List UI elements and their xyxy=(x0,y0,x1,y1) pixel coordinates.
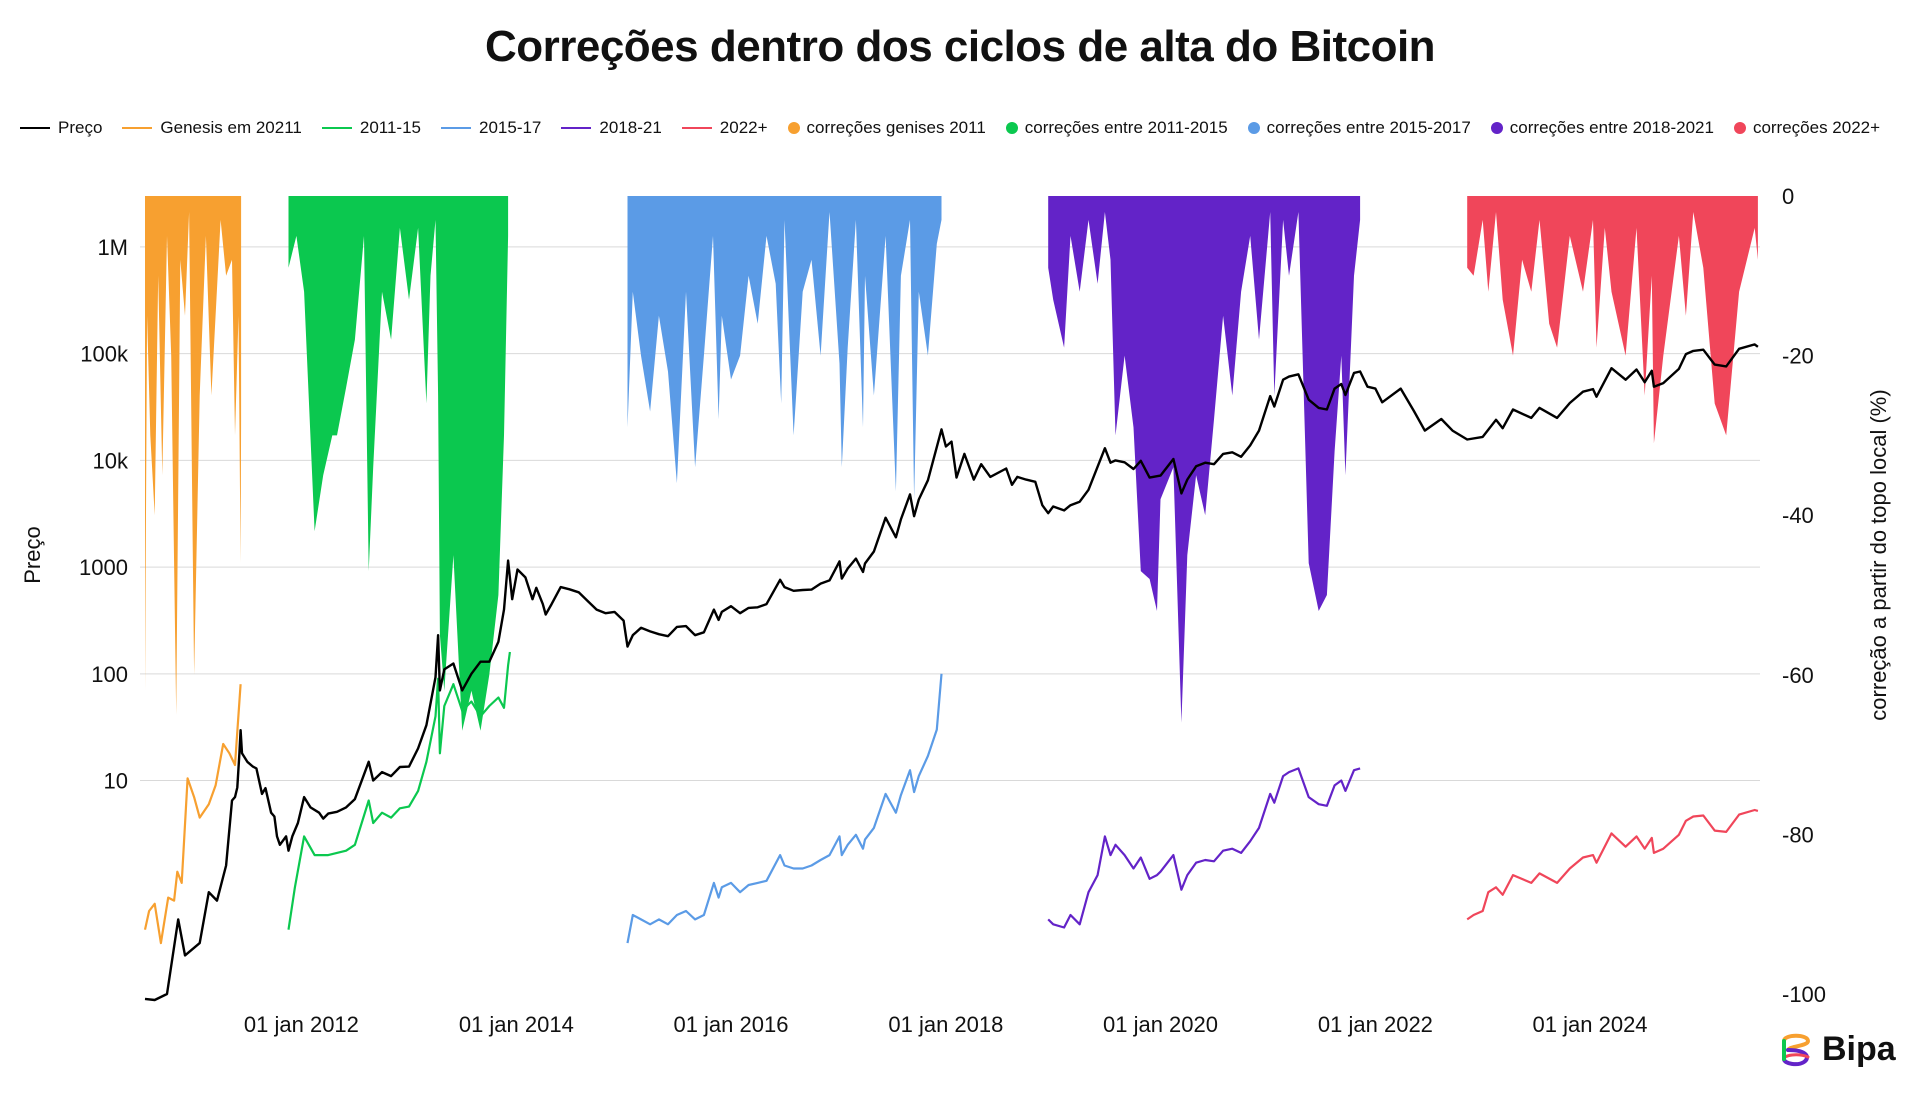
legend-item-2022: 2022+ xyxy=(681,118,768,138)
x-tick-label: 01 jan 2016 xyxy=(673,1012,788,1037)
y2-tick-label: -60 xyxy=(1782,663,1814,688)
legend-swatch xyxy=(20,127,50,129)
grid xyxy=(140,246,1760,782)
correction-area-corre-es-entre-2018-2021 xyxy=(1048,196,1361,723)
legend-item-corre-es-entre-2018-2021: correções entre 2018-2021 xyxy=(1490,118,1714,138)
x-tick-label: 01 jan 2012 xyxy=(244,1012,359,1037)
legend-swatch xyxy=(787,122,800,134)
legend-swatch xyxy=(441,127,471,129)
x-tick-label: 01 jan 2014 xyxy=(459,1012,574,1037)
bipa-logo-icon xyxy=(1782,1033,1811,1066)
x-tick-label: 01 jan 2018 xyxy=(888,1012,1003,1037)
legend-swatch xyxy=(1005,122,1018,134)
bipa-logo-text: Bipa xyxy=(1822,1030,1896,1068)
y-tick-label: 1M xyxy=(97,235,128,260)
y2-tick-label: -20 xyxy=(1782,344,1814,369)
legend-swatch xyxy=(561,127,592,129)
legend-label: correções entre 2018-2021 xyxy=(1509,118,1714,137)
legend-item-2018-21: 2018-21 xyxy=(561,118,662,138)
legend-label: 2018-21 xyxy=(599,118,662,137)
legend-label: correções entre 2015-2017 xyxy=(1266,118,1471,137)
cycle-line-2011-15 xyxy=(287,651,511,930)
x-tick-label: 01 jan 2022 xyxy=(1318,1012,1433,1037)
cycle-line-genesis-em-20211 xyxy=(143,684,242,945)
y2-tick-label: 0 xyxy=(1782,184,1794,209)
legend-label: 2011-15 xyxy=(359,118,421,137)
y2-axis-label: correção a partir do topo local (%) xyxy=(1866,389,1891,720)
legend-label: 2015-17 xyxy=(479,118,542,137)
legend-swatch xyxy=(1733,122,1746,134)
legend-label: Genesis em 20211 xyxy=(160,118,302,137)
legend-item-corre-es-2022: correções 2022+ xyxy=(1733,118,1881,138)
legend-swatch xyxy=(1490,122,1503,134)
y-tick-label: 100 xyxy=(91,662,128,687)
legend-label: correções genises 2011 xyxy=(806,118,986,137)
legend-label: correções 2022+ xyxy=(1752,118,1881,137)
cycle-line-2022 xyxy=(1466,808,1759,921)
cycle-line-2015-17 xyxy=(626,673,943,944)
legend-swatch xyxy=(681,127,712,129)
correction-area-corre-es-genises-2011 xyxy=(145,196,242,715)
correction-area-corre-es-2022 xyxy=(1467,196,1758,444)
legend: Preço Genesis em 20211 2011-15 2015-17 2018-… xyxy=(20,114,1920,142)
legend-item-corre-es-entre-2011-2015: correções entre 2011-2015 xyxy=(1005,118,1228,138)
price-lines xyxy=(143,343,1759,1002)
y-tick-label: 10 xyxy=(104,769,128,794)
y-tick-label: 100k xyxy=(80,342,129,367)
y2-tick-label: -80 xyxy=(1782,822,1814,847)
legend-label: correções entre 2011-2015 xyxy=(1024,118,1228,137)
y-axis-label: Preço xyxy=(20,526,45,583)
correction-area-corre-es-entre-2015-2017 xyxy=(627,196,942,500)
legend-item-2011-15: 2011-15 xyxy=(321,118,421,138)
y-tick-label: 1000 xyxy=(79,555,128,580)
legend-item-2015-17: 2015-17 xyxy=(441,118,541,138)
y-tick-label: 10k xyxy=(93,448,129,473)
legend-label: 2022+ xyxy=(719,118,768,137)
correction-areas xyxy=(145,196,1758,731)
x-tick-label: 01 jan 2024 xyxy=(1533,1012,1648,1037)
legend-swatch xyxy=(1247,122,1260,134)
legend-swatch xyxy=(321,127,352,129)
legend-item-pre-o: Preço xyxy=(20,118,102,138)
y2-tick-label: -100 xyxy=(1782,982,1826,1007)
bipa-logo: Bipa xyxy=(1778,1030,1896,1069)
cycle-line-2018-21 xyxy=(1047,767,1361,929)
legend-item-genesis-em-20211: Genesis em 20211 xyxy=(122,118,302,138)
legend-swatch xyxy=(122,127,153,129)
price-line xyxy=(144,343,1759,1002)
legend-item-corre-es-entre-2015-2017: correções entre 2015-2017 xyxy=(1247,118,1471,138)
axes: 10 100 1000 10k 100k 1M 0 -20 -40 -60 -80 -100 01 ja… xyxy=(79,184,1826,1037)
y2-tick-label: -40 xyxy=(1782,503,1814,528)
x-tick-label: 01 jan 2020 xyxy=(1103,1012,1218,1037)
chart-title: Correções dentro dos ciclos de alta do B… xyxy=(484,22,1436,71)
legend-item-corre-es-genises-2011: correções genises 2011 xyxy=(787,118,986,138)
correction-area-corre-es-entre-2011-2015 xyxy=(288,196,509,731)
legend-label: Preço xyxy=(58,118,103,137)
